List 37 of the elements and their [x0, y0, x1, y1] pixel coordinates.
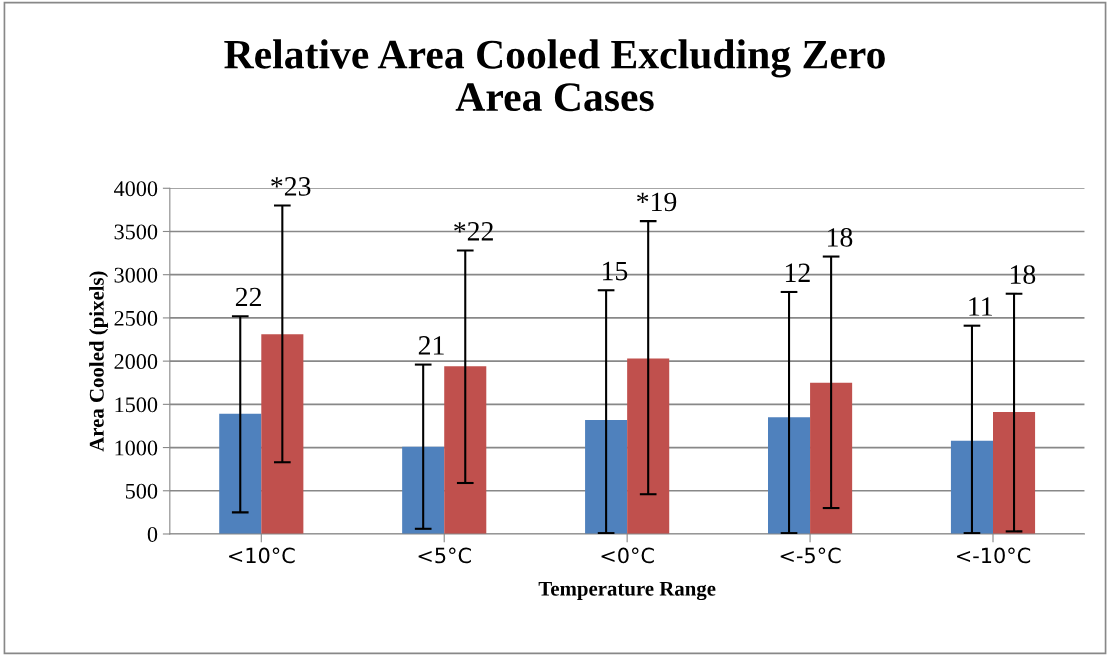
- x-tick-label: <5°C: [418, 547, 471, 564]
- bar: [810, 382, 853, 534]
- y-tick-label: 3000: [114, 267, 158, 283]
- bar: [444, 366, 487, 534]
- y-tick-label: 3500: [114, 224, 158, 240]
- y-tick-label: 0: [147, 526, 158, 542]
- annotation: 18: [1010, 265, 1036, 284]
- annotation: 22: [235, 287, 261, 307]
- annotation: *22: [454, 222, 493, 241]
- y-tick-label: 4000: [114, 181, 158, 197]
- x-tick-label: <-10°C: [956, 547, 1031, 564]
- annotation: 12: [785, 263, 810, 282]
- x-tick-label: <0°C: [601, 547, 654, 564]
- bar: [993, 412, 1036, 534]
- y-tick-label: 1000: [115, 440, 158, 456]
- annotation: 21: [418, 336, 444, 355]
- y-tick-label: 2000: [114, 354, 158, 370]
- bar: [219, 413, 262, 534]
- chart-title: Relative Area Cooled Excluding Zero Area Cases: [224, 39, 885, 112]
- bar: [768, 417, 811, 534]
- x-tick-label: <-5°C: [780, 547, 841, 564]
- annotation: *19: [637, 192, 677, 212]
- annotation: 15: [603, 261, 628, 281]
- annotation: *23: [271, 177, 311, 196]
- x-axis-title: Temperature Range: [538, 581, 716, 601]
- y-tick-label: 1500: [115, 397, 158, 413]
- annotation: 11: [969, 297, 992, 316]
- bar: [627, 358, 670, 534]
- bar: [585, 419, 628, 534]
- bar: [950, 440, 994, 534]
- bar: [402, 446, 445, 534]
- annotation: 18: [828, 228, 853, 247]
- y-axis-title: Area Cooled (pixels): [89, 271, 109, 452]
- x-tick-label: <10°C: [229, 547, 295, 564]
- y-tick-label: 2500: [114, 310, 158, 326]
- bar: [261, 334, 304, 534]
- y-tick-label: 500: [125, 483, 158, 499]
